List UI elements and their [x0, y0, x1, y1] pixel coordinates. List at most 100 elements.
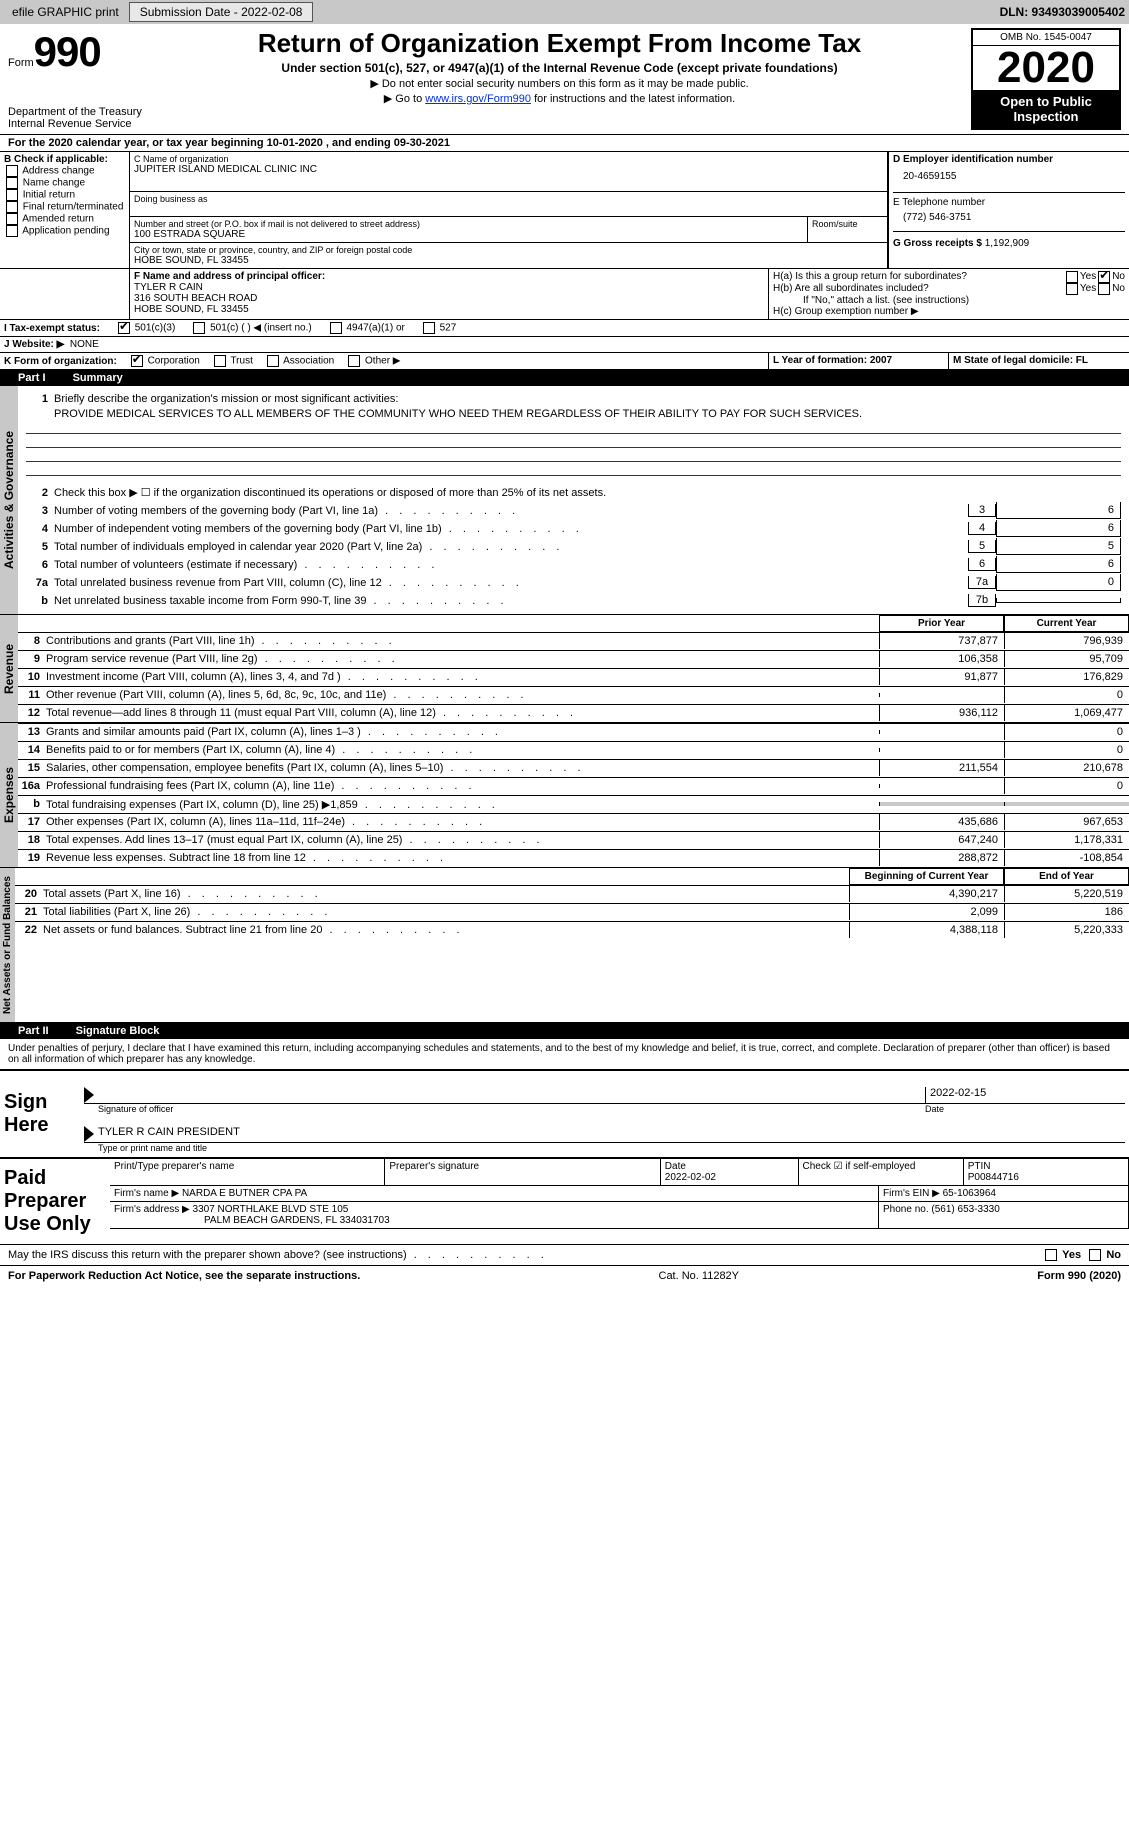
prior-val: 2,099	[849, 904, 1004, 920]
line-text: Net unrelated business taxable income fr…	[54, 595, 968, 607]
line-text: Professional fundraising fees (Part IX, …	[46, 780, 879, 792]
period-a: For the 2020 calendar year, or tax year …	[0, 135, 1129, 152]
4947-checkbox[interactable]	[330, 322, 342, 334]
hb-yes-checkbox[interactable]	[1066, 283, 1078, 295]
boxb-opt-checkbox[interactable]	[6, 165, 18, 177]
box-l: L Year of formation: 2007	[773, 355, 892, 366]
form-word: Form	[8, 57, 34, 69]
open-inspection: Open to Public Inspection	[973, 90, 1119, 128]
col-end: End of Year	[1004, 868, 1129, 885]
sign-here-block: Sign Here 2022-02-15 Signature of office…	[0, 1069, 1129, 1157]
part2-header: Part II Signature Block	[0, 1023, 1129, 1039]
prior-val: 91,877	[879, 669, 1004, 685]
sig-officer-label: Signature of officer	[84, 1104, 925, 1114]
prior-val	[879, 802, 1004, 806]
box-e-label: E Telephone number	[893, 192, 1125, 208]
part1-name: Summary	[73, 372, 123, 384]
year-box: OMB No. 1545-0047 2020 Open to Public In…	[971, 28, 1121, 130]
mission: PROVIDE MEDICAL SERVICES TO ALL MEMBERS …	[26, 408, 1121, 420]
vlabel-expenses: Expenses	[0, 723, 18, 867]
boxb-opt-checkbox[interactable]	[6, 225, 18, 237]
opt-corp: Corporation	[148, 356, 200, 367]
discuss-yes-checkbox[interactable]	[1045, 1249, 1057, 1261]
boxb-opt-checkbox[interactable]	[6, 189, 18, 201]
prior-val: 4,388,118	[849, 922, 1004, 938]
line-text: Number of independent voting members of …	[54, 523, 968, 535]
other-checkbox[interactable]	[348, 355, 360, 367]
arrow-icon2	[84, 1126, 94, 1142]
ha-yes-checkbox[interactable]	[1066, 271, 1078, 283]
tax-year: 2020	[973, 46, 1119, 90]
ha-no-checkbox[interactable]	[1098, 271, 1110, 283]
line-text: Total unrelated business revenue from Pa…	[54, 577, 968, 589]
website-row: J Website: ▶ NONE	[0, 337, 1129, 353]
vlabel-revenue: Revenue	[0, 615, 18, 722]
note2-post: for instructions and the latest informat…	[531, 93, 735, 105]
current-val: 210,678	[1004, 760, 1129, 776]
501c3-checkbox[interactable]	[118, 322, 130, 334]
box-hc: H(c) Group exemption number ▶	[773, 306, 1125, 317]
line-box: 3	[968, 504, 996, 517]
line-text: Number of voting members of the governin…	[54, 505, 968, 517]
current-val: 176,829	[1004, 669, 1129, 685]
line-text: Investment income (Part VIII, column (A)…	[46, 671, 879, 683]
irs-link[interactable]: www.irs.gov/Form990	[425, 93, 531, 105]
no-label: No	[1112, 271, 1125, 283]
form-header: Form990 Department of the Treasury Inter…	[0, 24, 1129, 135]
submission-date: Submission Date - 2022-02-08	[129, 2, 314, 22]
col-begin: Beginning of Current Year	[849, 868, 1004, 885]
current-val: 1,069,477	[1004, 705, 1129, 721]
527-checkbox[interactable]	[423, 322, 435, 334]
current-val: 95,709	[1004, 651, 1129, 667]
yes-label2: Yes	[1080, 283, 1096, 295]
line-text: Program service revenue (Part VIII, line…	[46, 653, 879, 665]
line-val: 6	[996, 556, 1121, 573]
expenses-section: Expenses 13Grants and similar amounts pa…	[0, 722, 1129, 867]
prior-val: 211,554	[879, 760, 1004, 776]
line-text: Total fundraising expenses (Part IX, col…	[46, 798, 879, 811]
netassets-section: Net Assets or Fund Balances Beginning of…	[0, 867, 1129, 1023]
vlabel-netassets: Net Assets or Fund Balances	[0, 868, 15, 1022]
boxb-opt-label: Application pending	[22, 226, 109, 237]
type-label: Type or print name and title	[84, 1143, 1125, 1153]
form-note2: ▶ Go to www.irs.gov/Form990 for instruct…	[168, 92, 951, 105]
box-g-label: G Gross receipts $	[893, 238, 982, 249]
prior-val: 647,240	[879, 832, 1004, 848]
boxb-opt-checkbox[interactable]	[6, 177, 18, 189]
preparer-name-label: Print/Type preparer's name	[110, 1159, 385, 1186]
prior-val	[879, 748, 1004, 752]
footer-left: For Paperwork Reduction Act Notice, see …	[8, 1270, 360, 1282]
vlabel-activities: Activities & Governance	[0, 386, 18, 614]
opt-4947: 4947(a)(1) or	[346, 323, 404, 334]
boxb-opt-checkbox[interactable]	[6, 213, 18, 225]
boxb-opt-checkbox[interactable]	[6, 201, 18, 213]
hb-no-checkbox[interactable]	[1098, 283, 1110, 295]
pdate-label: Date	[665, 1161, 686, 1172]
box-f-label: F Name and address of principal officer:	[134, 271, 325, 282]
current-val: 1,178,331	[1004, 832, 1129, 848]
line-text: Other expenses (Part IX, column (A), lin…	[46, 816, 879, 828]
current-val: 967,653	[1004, 814, 1129, 830]
prior-val: 4,390,217	[849, 886, 1004, 902]
discuss-no-checkbox[interactable]	[1089, 1249, 1101, 1261]
part2-num: Part II	[2, 1023, 65, 1039]
assoc-checkbox[interactable]	[267, 355, 279, 367]
prior-val	[879, 730, 1004, 734]
col-current: Current Year	[1004, 615, 1129, 632]
line-text: Other revenue (Part VIII, column (A), li…	[46, 689, 879, 701]
form-label: Form990	[8, 28, 148, 76]
corp-checkbox[interactable]	[131, 355, 143, 367]
discuss-yes: Yes	[1062, 1249, 1081, 1261]
officer-group-block: F Name and address of principal officer:…	[0, 269, 1129, 320]
form-org-row: K Form of organization: Corporation Trus…	[0, 353, 1129, 370]
current-val: 0	[1004, 778, 1129, 794]
prior-val: 737,877	[879, 633, 1004, 649]
501c-checkbox[interactable]	[193, 322, 205, 334]
trust-checkbox[interactable]	[214, 355, 226, 367]
line-val: 6	[996, 520, 1121, 537]
footer-mid: Cat. No. 11282Y	[659, 1270, 740, 1282]
street-label: Number and street (or P.O. box if mail i…	[134, 219, 803, 229]
box-c-name-label: C Name of organization	[134, 154, 883, 164]
box-k-label: K Form of organization:	[4, 356, 117, 367]
ptin: P00844716	[968, 1172, 1019, 1183]
